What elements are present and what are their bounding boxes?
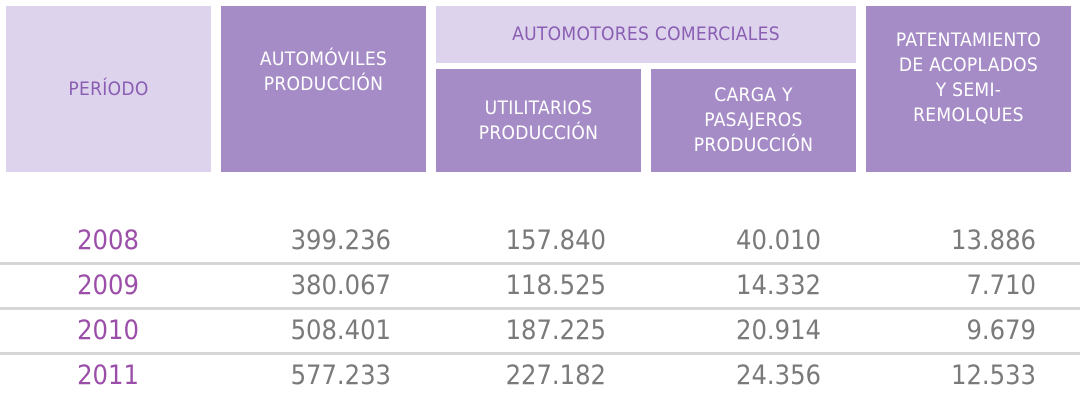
year-cell: 2010	[77, 315, 139, 346]
header-carga-pasajeros: CARGA Y PASAJEROS PRODUCCIÓN	[651, 69, 856, 172]
header-patentamiento: PATENTAMIENTO DE ACOPLADOS Y SEMI- REMOL…	[866, 6, 1071, 172]
header-automotores-comerciales: AUTOMOTORES COMERCIALES	[436, 6, 856, 63]
table-row: 2011 577.233 227.182 24.356 12.533	[0, 354, 1080, 398]
utilitarios-cell: 227.182	[505, 360, 606, 391]
automoviles-cell: 380.067	[290, 270, 391, 301]
header-utilitarios: UTILITARIOS PRODUCCIÓN	[436, 69, 641, 172]
patentamiento-cell: 9.679	[966, 315, 1036, 346]
header-periodo: PERÍODO	[6, 6, 211, 172]
carga-cell: 20.914	[736, 315, 821, 346]
header-automoviles: AUTOMÓVILES PRODUCCIÓN	[221, 6, 426, 172]
carga-cell: 40.010	[736, 225, 821, 256]
automoviles-cell: 577.233	[290, 360, 391, 391]
carga-cell: 14.332	[736, 270, 821, 301]
table-row: 2010 508.401 187.225 20.914 9.679	[0, 309, 1080, 353]
row-divider	[0, 307, 1080, 310]
year-cell: 2011	[77, 360, 139, 391]
row-divider	[0, 352, 1080, 355]
row-divider	[0, 262, 1080, 265]
patentamiento-cell: 13.886	[951, 225, 1036, 256]
automoviles-cell: 399.236	[290, 225, 391, 256]
year-cell: 2009	[77, 270, 139, 301]
year-cell: 2008	[77, 225, 139, 256]
table-row: 2008 399.236 157.840 40.010 13.886	[0, 219, 1080, 263]
automoviles-cell: 508.401	[290, 315, 391, 346]
table-row: 2009 380.067 118.525 14.332 7.710	[0, 264, 1080, 308]
patentamiento-cell: 7.710	[966, 270, 1036, 301]
patentamiento-cell: 12.533	[951, 360, 1036, 391]
carga-cell: 24.356	[736, 360, 821, 391]
utilitarios-cell: 187.225	[505, 315, 606, 346]
utilitarios-cell: 157.840	[505, 225, 606, 256]
utilitarios-cell: 118.525	[505, 270, 606, 301]
